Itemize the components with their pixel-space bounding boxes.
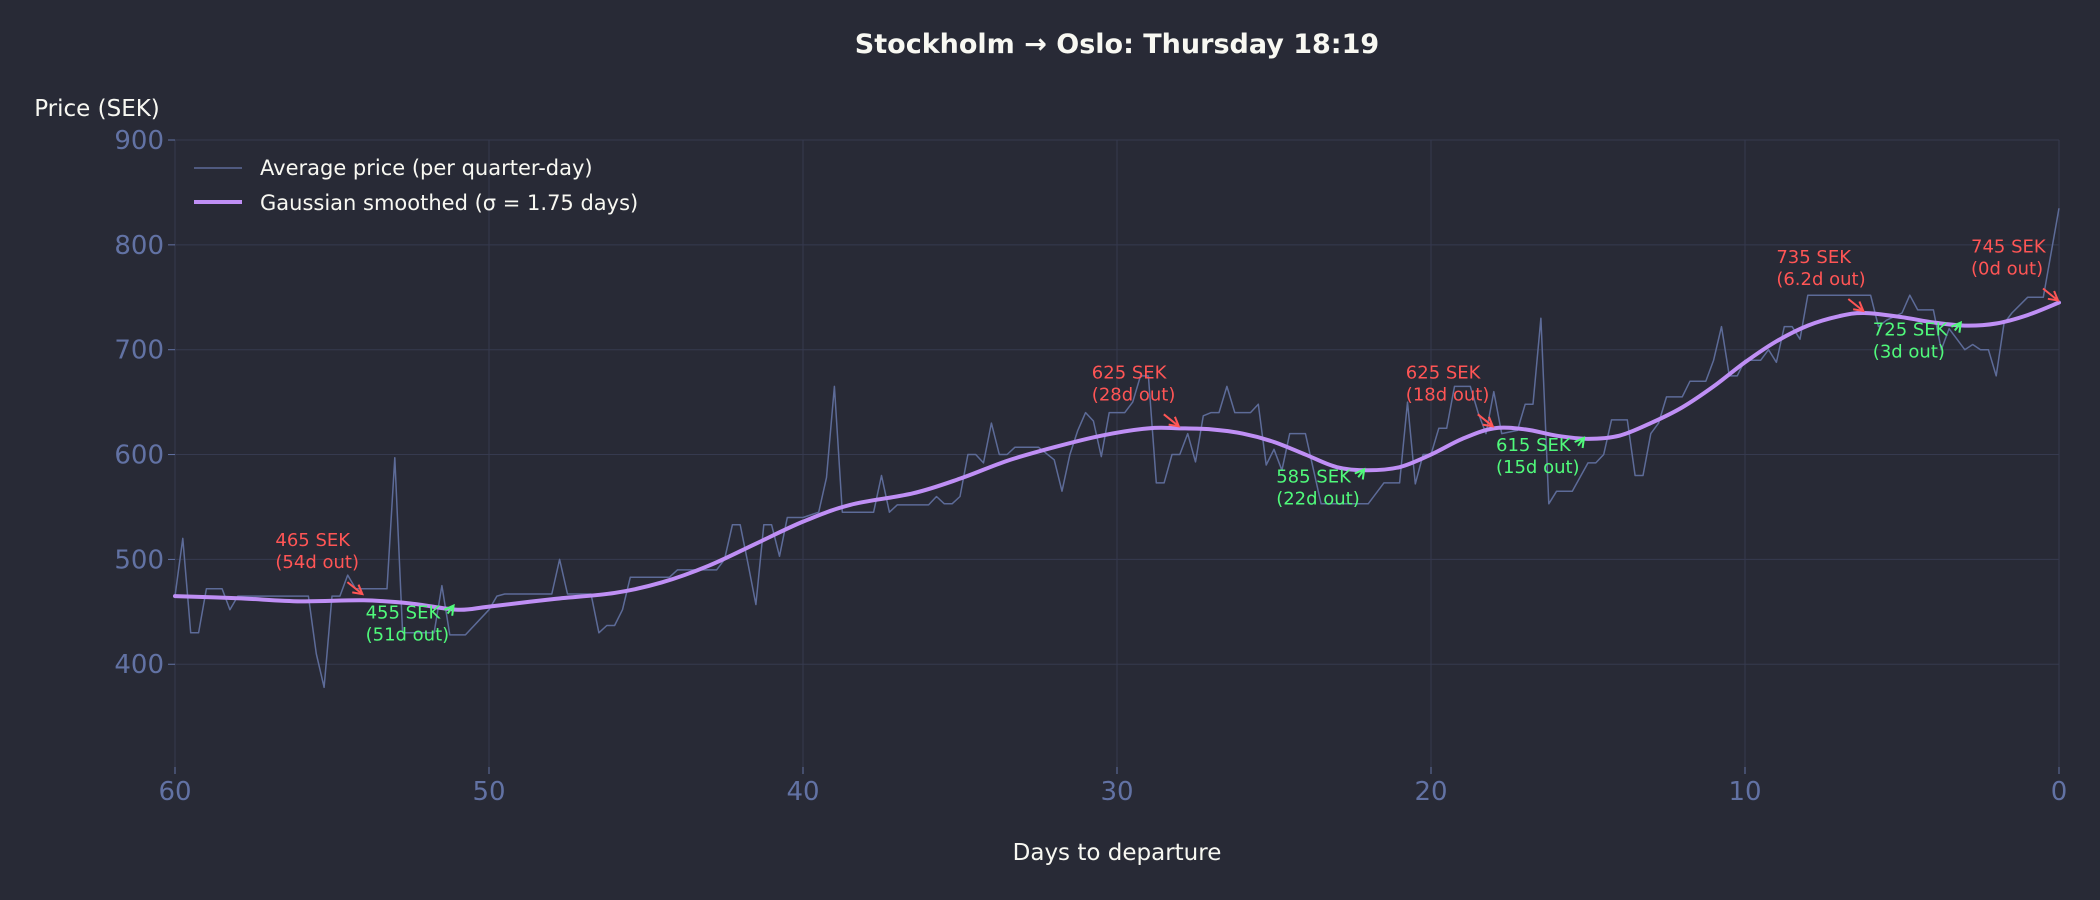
annotations: 465 SEK(54d out)455 SEK(51d out)625 SEK(… bbox=[275, 237, 2060, 646]
annotation-price: 625 SEK bbox=[1406, 362, 1482, 383]
peak-annotation: 625 SEK(28d out) bbox=[1092, 362, 1181, 428]
annotation-arrowhead-icon bbox=[1168, 416, 1181, 428]
annotation-days: (0d out) bbox=[1971, 259, 2043, 280]
y-axis-label: Price (SEK) bbox=[34, 96, 160, 122]
x-tick-label: 20 bbox=[1414, 777, 1447, 807]
y-tick-label: 700 bbox=[114, 336, 164, 366]
annotation-price: 625 SEK bbox=[1092, 362, 1168, 383]
annotation-days: (3d out) bbox=[1873, 341, 1945, 362]
annotation-arrowhead-icon bbox=[2047, 290, 2060, 302]
x-tick-label: 60 bbox=[158, 777, 191, 807]
x-tick-label: 50 bbox=[472, 777, 505, 807]
annotation-days: (54d out) bbox=[275, 552, 359, 573]
annotation-days: (28d out) bbox=[1092, 384, 1176, 405]
axis-ticks: 60 50 40 30 20 10 0 400 500 600 700 800 900 bbox=[114, 126, 2067, 807]
annotation-price: 735 SEK bbox=[1776, 247, 1852, 268]
annotation-days: (15d out) bbox=[1496, 457, 1580, 478]
annotation-arrow bbox=[1477, 413, 1494, 428]
annotation-arrow bbox=[346, 581, 364, 595]
peak-annotation: 745 SEK(0d out) bbox=[1971, 237, 2060, 302]
grid bbox=[174, 139, 2060, 767]
smoothed-price-line bbox=[173, 300, 2061, 612]
peak-annotation: 625 SEK(18d out) bbox=[1406, 362, 1495, 428]
x-tick-label: 0 bbox=[2051, 777, 2068, 807]
legend-label-raw: Average price (per quarter-day) bbox=[260, 156, 593, 180]
y-tick-label: 600 bbox=[114, 441, 164, 471]
annotation-arrow bbox=[1847, 298, 1864, 312]
trough-annotation: 585 SEK(22d out) bbox=[1276, 466, 1366, 509]
y-tick-label: 400 bbox=[114, 650, 164, 680]
peak-annotation: 735 SEK(6.2d out) bbox=[1776, 247, 1866, 313]
annotation-arrowhead-icon bbox=[1574, 436, 1586, 449]
annotation-price: 455 SEK bbox=[366, 603, 442, 624]
annotation-arrowhead-icon bbox=[1482, 416, 1495, 428]
x-tick-label: 40 bbox=[786, 777, 819, 807]
trough-annotation: 455 SEK(51d out) bbox=[366, 603, 455, 646]
legend: Average price (per quarter-day) Gaussian… bbox=[194, 156, 638, 215]
annotation-days: (22d out) bbox=[1276, 488, 1360, 509]
y-tick-label: 500 bbox=[114, 545, 164, 575]
series bbox=[173, 208, 2061, 689]
annotation-price: 725 SEK bbox=[1873, 319, 1949, 340]
chart-title: Stockholm → Oslo: Thursday 18:19 bbox=[855, 29, 1379, 60]
annotation-arrow bbox=[2042, 287, 2059, 302]
annotation-days: (51d out) bbox=[366, 625, 450, 646]
x-axis-label: Days to departure bbox=[1013, 840, 1222, 866]
annotation-arrow bbox=[1163, 413, 1180, 428]
x-tick-label: 30 bbox=[1100, 777, 1133, 807]
annotation-days: (6.2d out) bbox=[1776, 269, 1865, 290]
annotation-price: 465 SEK bbox=[275, 530, 351, 551]
annotation-price: 585 SEK bbox=[1276, 466, 1352, 487]
y-tick-label: 800 bbox=[114, 231, 164, 261]
y-tick-label: 900 bbox=[114, 126, 164, 156]
annotation-price: 745 SEK bbox=[1971, 237, 2047, 258]
x-tick-label: 10 bbox=[1728, 777, 1761, 807]
annotation-days: (18d out) bbox=[1406, 384, 1490, 405]
legend-label-smoothed: Gaussian smoothed (σ = 1.75 days) bbox=[260, 191, 638, 215]
annotation-arrowhead-icon bbox=[1853, 301, 1865, 313]
annotation-arrowhead-icon bbox=[352, 584, 365, 596]
raw-price-line bbox=[174, 208, 2060, 689]
annotation-price: 615 SEK bbox=[1496, 435, 1572, 456]
trough-annotation: 615 SEK(15d out) bbox=[1496, 435, 1586, 478]
annotation-arrowhead-icon bbox=[1354, 467, 1366, 480]
trough-annotation: 725 SEK(3d out) bbox=[1873, 319, 1963, 362]
annotation-arrowhead-icon bbox=[1950, 320, 1963, 333]
peak-annotation: 465 SEK(54d out) bbox=[275, 530, 365, 596]
annotation-arrowhead-icon bbox=[443, 603, 455, 616]
